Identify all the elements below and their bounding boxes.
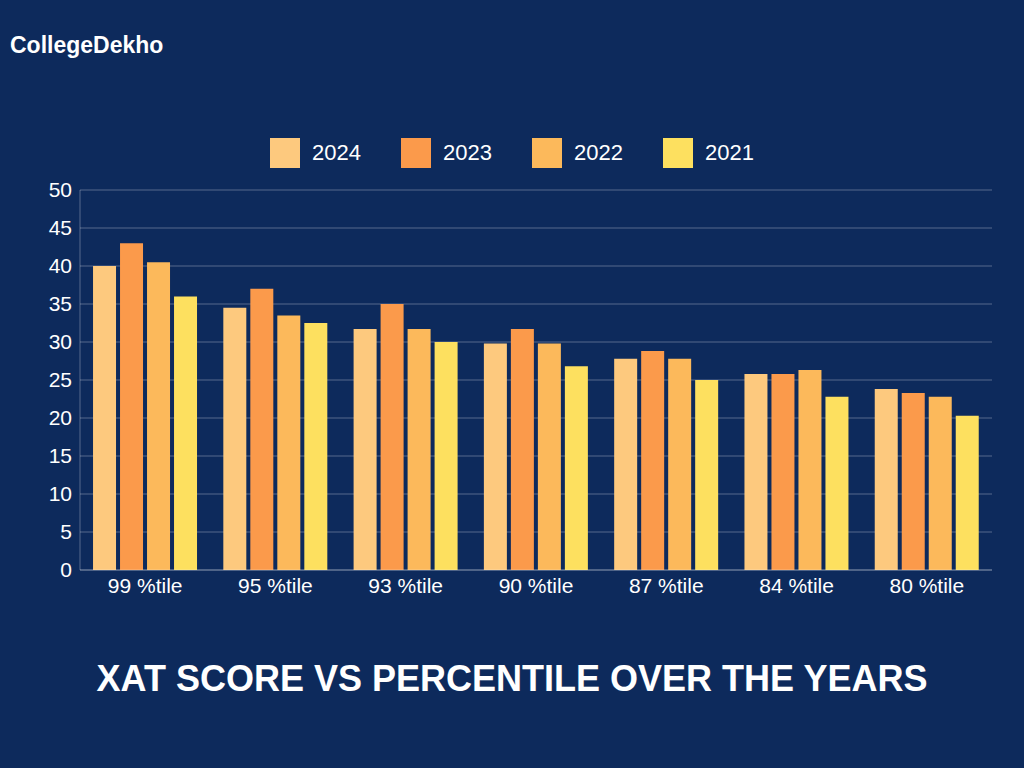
html-text:XAT SCORE VS PERCENTILE OVER T: XAT SCORE VS PERCENTILE OVER THE YEARS (96, 658, 928, 699)
svg-text:99 %tile: 99 %tile (108, 574, 183, 597)
svg-text:45: 45 (49, 216, 72, 239)
svg-text:90 %tile: 90 %tile (499, 574, 574, 597)
svg-text:40: 40 (49, 254, 72, 277)
svg-text:50: 50 (49, 178, 72, 201)
svg-text:84 %tile: 84 %tile (759, 574, 834, 597)
svg-text:20: 20 (49, 406, 72, 429)
svg-text:30: 30 (49, 330, 72, 353)
svg-text:93 %tile: 93 %tile (368, 574, 443, 597)
svg-text:0: 0 (60, 558, 72, 581)
svg-text:25: 25 (49, 368, 72, 391)
svg-text:10: 10 (49, 482, 72, 505)
svg-text:35: 35 (49, 292, 72, 315)
svg-text:87 %tile: 87 %tile (629, 574, 704, 597)
html-text:2023: 2023 (443, 140, 492, 165)
html-text:CollegeDekho: CollegeDekho (10, 32, 164, 58)
svg-text:95 %tile: 95 %tile (238, 574, 313, 597)
html-text:2021: 2021 (705, 140, 754, 165)
html-text:2024: 2024 (312, 140, 361, 165)
svg-text:80 %tile: 80 %tile (889, 574, 964, 597)
html-text:2022: 2022 (574, 140, 623, 165)
svg-text:15: 15 (49, 444, 72, 467)
svg-text:5: 5 (60, 520, 72, 543)
